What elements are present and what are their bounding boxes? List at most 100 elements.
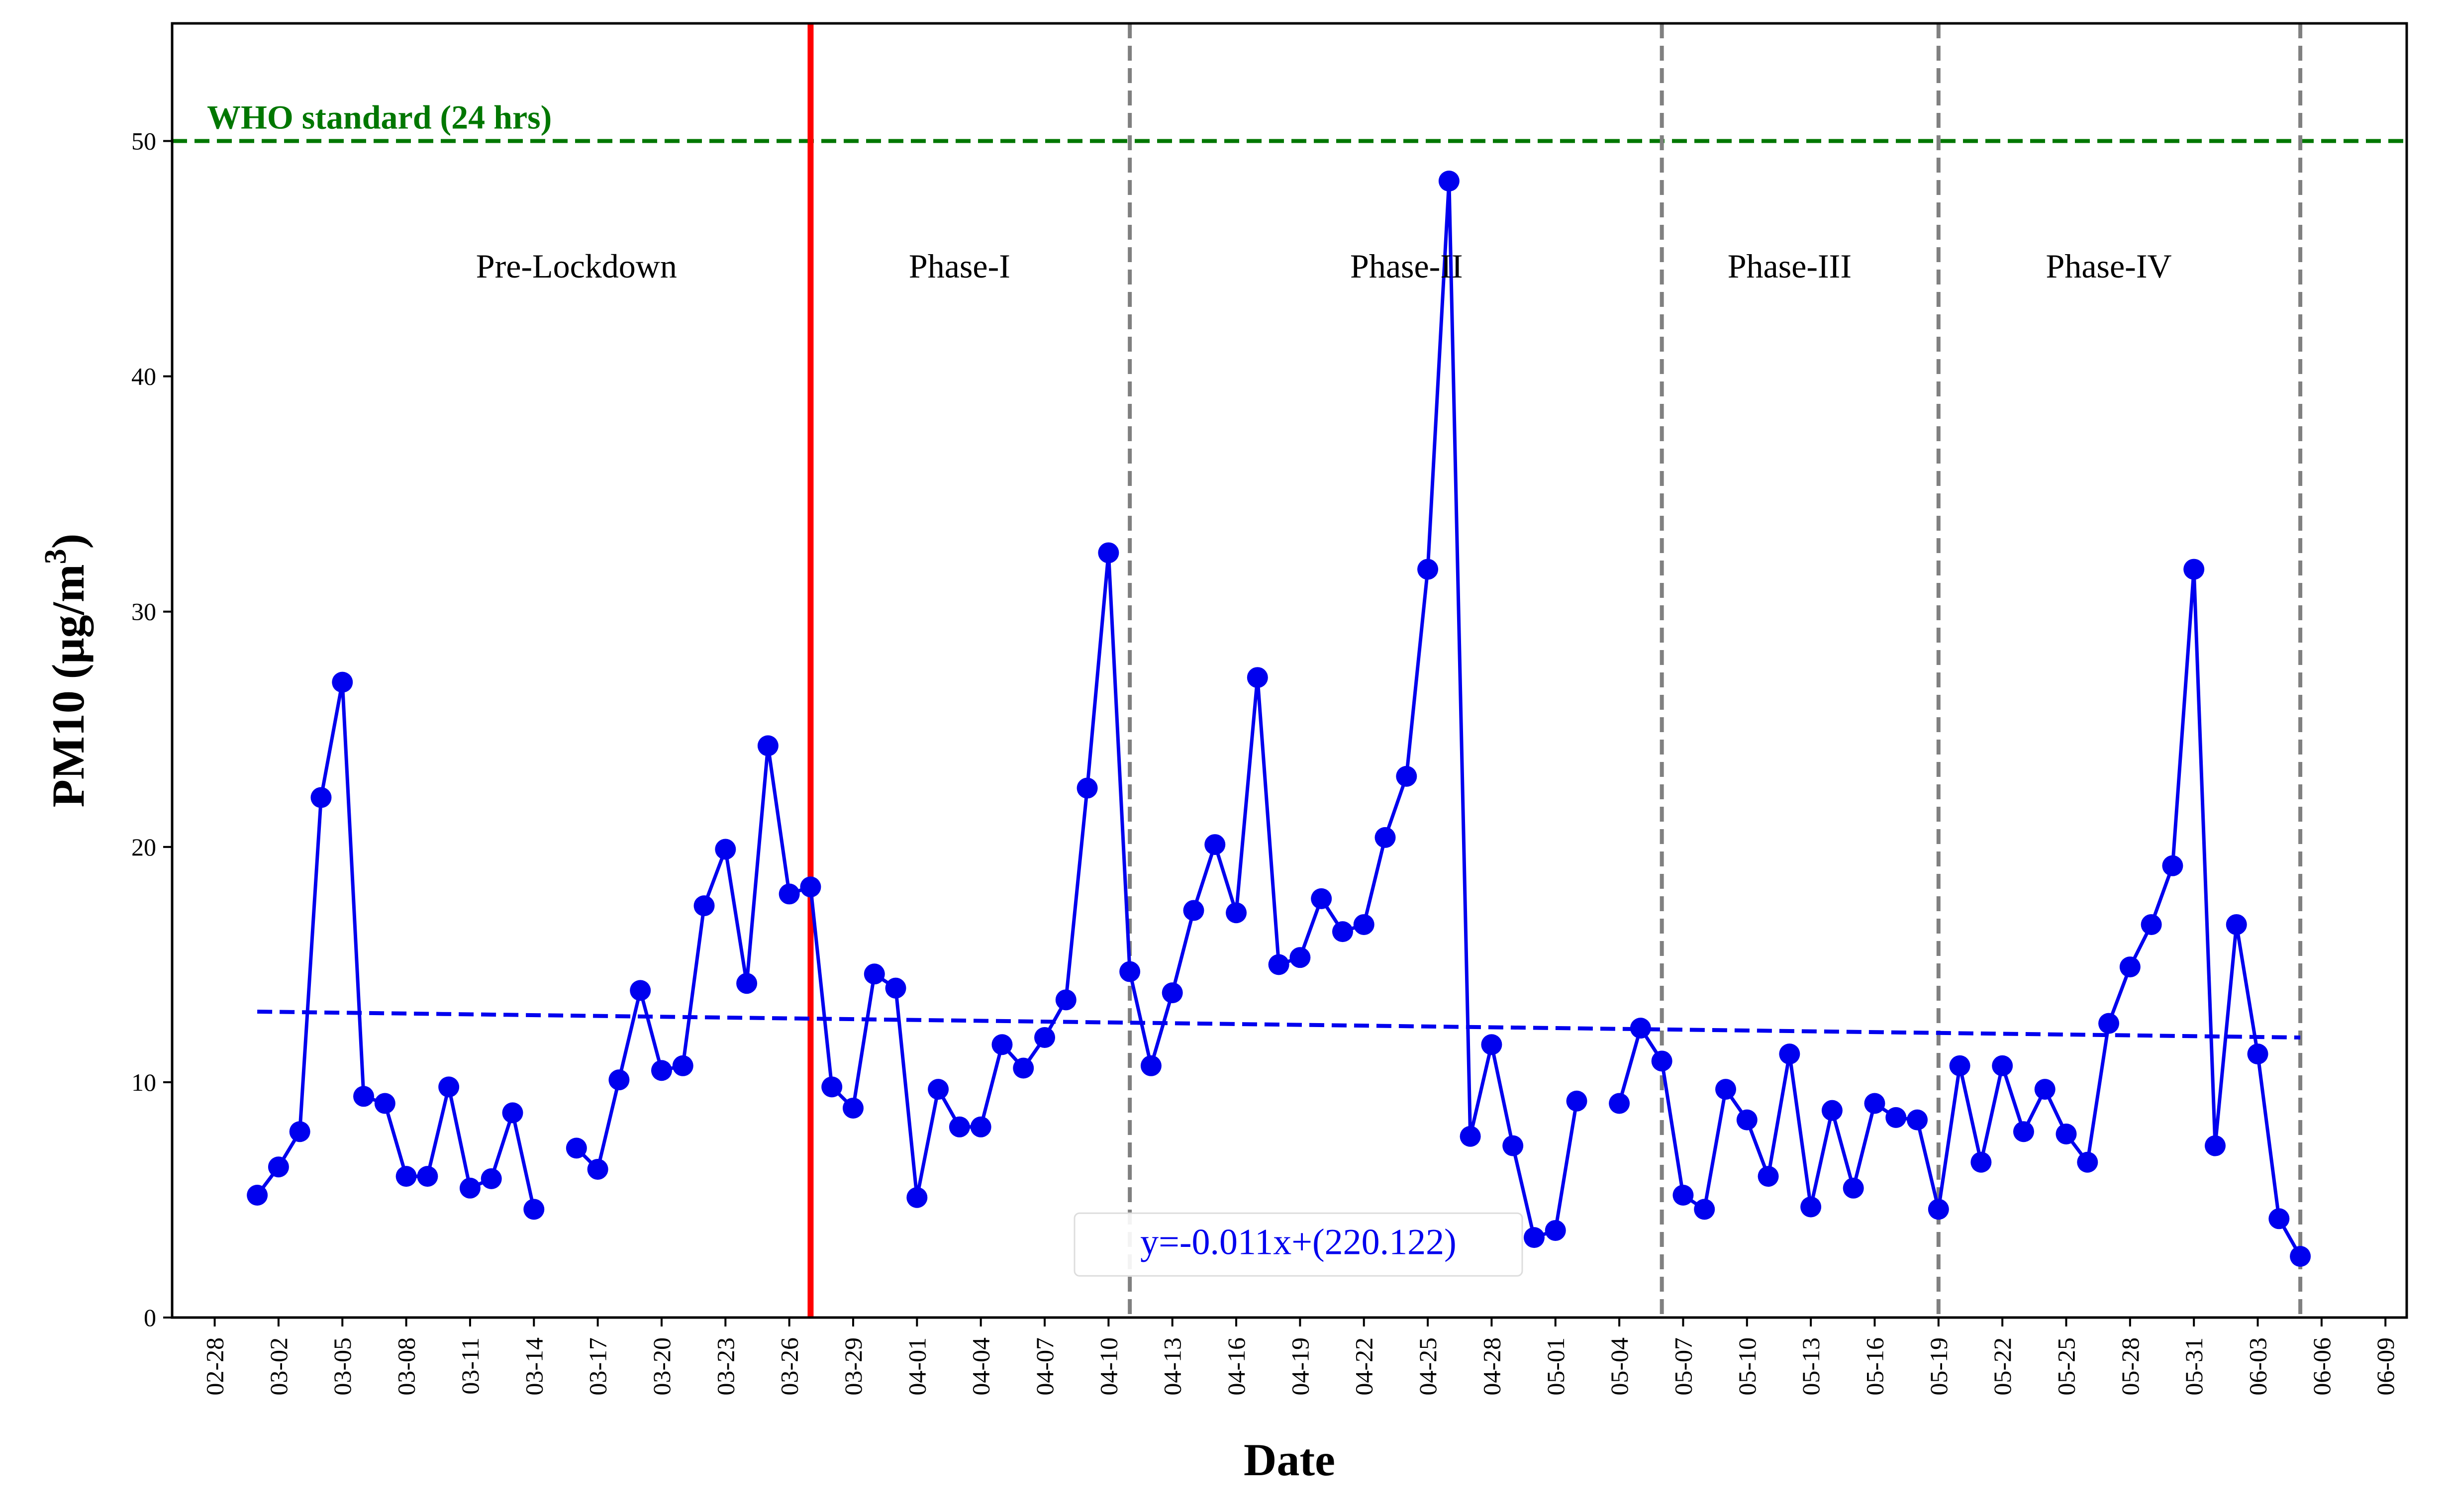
who-threshold-label: WHO standard (24 hrs) (207, 98, 552, 136)
data-point-03-12 (481, 1168, 502, 1189)
x-tick-label-05-28: 05-28 (2116, 1337, 2144, 1396)
data-point-03-22 (693, 895, 715, 917)
data-point-03-06 (353, 1086, 375, 1107)
data-point-05-22 (1992, 1055, 2013, 1076)
data-point-03-25 (757, 735, 779, 756)
y-tick-label-40: 40 (131, 363, 156, 390)
y-axis-title-close: ) (43, 534, 94, 549)
data-point-04-11 (1119, 961, 1141, 982)
data-point-05-20 (1949, 1055, 1970, 1076)
x-tick-label-05-13: 05-13 (1797, 1337, 1825, 1396)
data-point-04-19 (1289, 947, 1311, 968)
x-tick-label-06-09: 06-09 (2371, 1337, 2399, 1396)
x-tick-label-05-25: 05-25 (2053, 1337, 2080, 1396)
x-tick-label-04-13: 04-13 (1159, 1337, 1186, 1396)
data-point-03-24 (736, 973, 758, 994)
data-point-03-26 (779, 883, 800, 905)
data-point-04-26 (1438, 170, 1460, 191)
data-point-04-04 (970, 1116, 991, 1137)
data-point-04-09 (1077, 777, 1098, 799)
data-point-04-21 (1332, 921, 1353, 943)
data-point-05-23 (2013, 1121, 2034, 1142)
data-point-04-20 (1311, 888, 1332, 909)
x-axis-title: Date (1244, 1434, 1335, 1485)
y-axis-title: PM10 (μg/m3) (39, 534, 94, 808)
data-point-05-26 (2077, 1151, 2098, 1173)
y-tick-label-20: 20 (131, 833, 156, 861)
phase-label-2: Phase-I (909, 247, 1010, 285)
data-point-05-01 (1545, 1220, 1566, 1241)
data-point-06-02 (2226, 914, 2247, 935)
data-point-03-10 (438, 1076, 460, 1098)
data-point-04-23 (1374, 827, 1396, 848)
x-tick-label-03-08: 03-08 (392, 1337, 420, 1396)
x-tick-label-04-01: 04-01 (903, 1337, 931, 1396)
data-point-04-30 (1523, 1227, 1545, 1248)
y-tick-label-30: 30 (131, 598, 156, 626)
equation-box (1074, 1212, 1523, 1277)
data-point-03-09 (417, 1166, 438, 1187)
data-point-05-10 (1736, 1109, 1758, 1131)
data-point-03-08 (395, 1166, 417, 1187)
data-point-04-13 (1162, 982, 1183, 1004)
phase-label-1: Pre-Lockdown (476, 247, 677, 285)
data-point-05-27 (2098, 1013, 2120, 1034)
trend-equation: y=-0.011x+(220.122) (1140, 1222, 1457, 1262)
data-point-04-05 (991, 1034, 1013, 1055)
x-tick-label-06-03: 06-03 (2244, 1337, 2272, 1396)
data-point-05-11 (1758, 1166, 1779, 1187)
data-point-05-02 (1566, 1090, 1587, 1112)
data-point-04-01 (906, 1187, 928, 1208)
x-tick-label-03-29: 03-29 (839, 1337, 867, 1396)
x-tick-label-05-10: 05-10 (1733, 1337, 1761, 1396)
data-point-04-14 (1183, 900, 1204, 921)
data-point-03-03 (289, 1121, 310, 1142)
y-axis-title-main: PM10 (μg/m (43, 564, 94, 807)
data-point-05-15 (1843, 1177, 1864, 1199)
data-point-03-05 (332, 671, 353, 693)
data-point-03-01 (247, 1184, 268, 1206)
data-point-04-18 (1268, 954, 1289, 975)
x-tick-label-03-20: 03-20 (648, 1337, 676, 1396)
data-point-05-30 (2162, 855, 2183, 876)
data-point-05-17 (1885, 1107, 1907, 1128)
data-point-03-30 (864, 963, 885, 985)
x-tick-label-04-07: 04-07 (1031, 1337, 1059, 1396)
data-point-05-29 (2141, 914, 2162, 935)
x-tick-label-03-14: 03-14 (520, 1337, 548, 1396)
data-point-05-04 (1609, 1093, 1630, 1114)
data-point-04-02 (928, 1079, 949, 1100)
data-point-04-12 (1140, 1055, 1162, 1076)
x-tick-label-05-31: 05-31 (2180, 1337, 2208, 1396)
data-point-03-18 (608, 1069, 630, 1091)
data-point-04-15 (1204, 834, 1226, 855)
data-point-03-20 (651, 1060, 672, 1081)
data-point-06-05 (2290, 1245, 2311, 1267)
data-series (247, 170, 2311, 1267)
y-axis-title-superscript: 3 (39, 549, 73, 564)
data-point-05-05 (1630, 1018, 1651, 1039)
data-point-04-27 (1460, 1126, 1481, 1147)
x-tick-label-03-26: 03-26 (776, 1337, 803, 1396)
data-point-04-17 (1247, 667, 1268, 688)
data-point-04-06 (1013, 1057, 1034, 1079)
data-point-04-22 (1353, 914, 1374, 935)
data-point-03-02 (268, 1156, 289, 1178)
data-point-05-09 (1715, 1079, 1737, 1100)
data-point-04-28 (1481, 1034, 1502, 1055)
x-tick-label-05-04: 05-04 (1605, 1337, 1633, 1396)
x-tick-label-04-04: 04-04 (967, 1337, 995, 1396)
data-point-05-31 (2183, 559, 2205, 580)
data-point-04-25 (1417, 559, 1439, 580)
data-point-05-07 (1672, 1184, 1694, 1206)
x-tick-label-05-07: 05-07 (1669, 1337, 1697, 1396)
x-tick-label-03-11: 03-11 (456, 1337, 484, 1395)
data-point-04-07 (1034, 1027, 1056, 1048)
data-point-03-29 (842, 1097, 864, 1119)
phase-label-3: Phase-II (1350, 247, 1463, 285)
data-point-05-16 (1864, 1093, 1885, 1114)
x-tick-label-04-28: 04-28 (1477, 1337, 1505, 1396)
y-tick-label-50: 50 (131, 127, 156, 155)
guide-lines (172, 23, 2407, 1318)
